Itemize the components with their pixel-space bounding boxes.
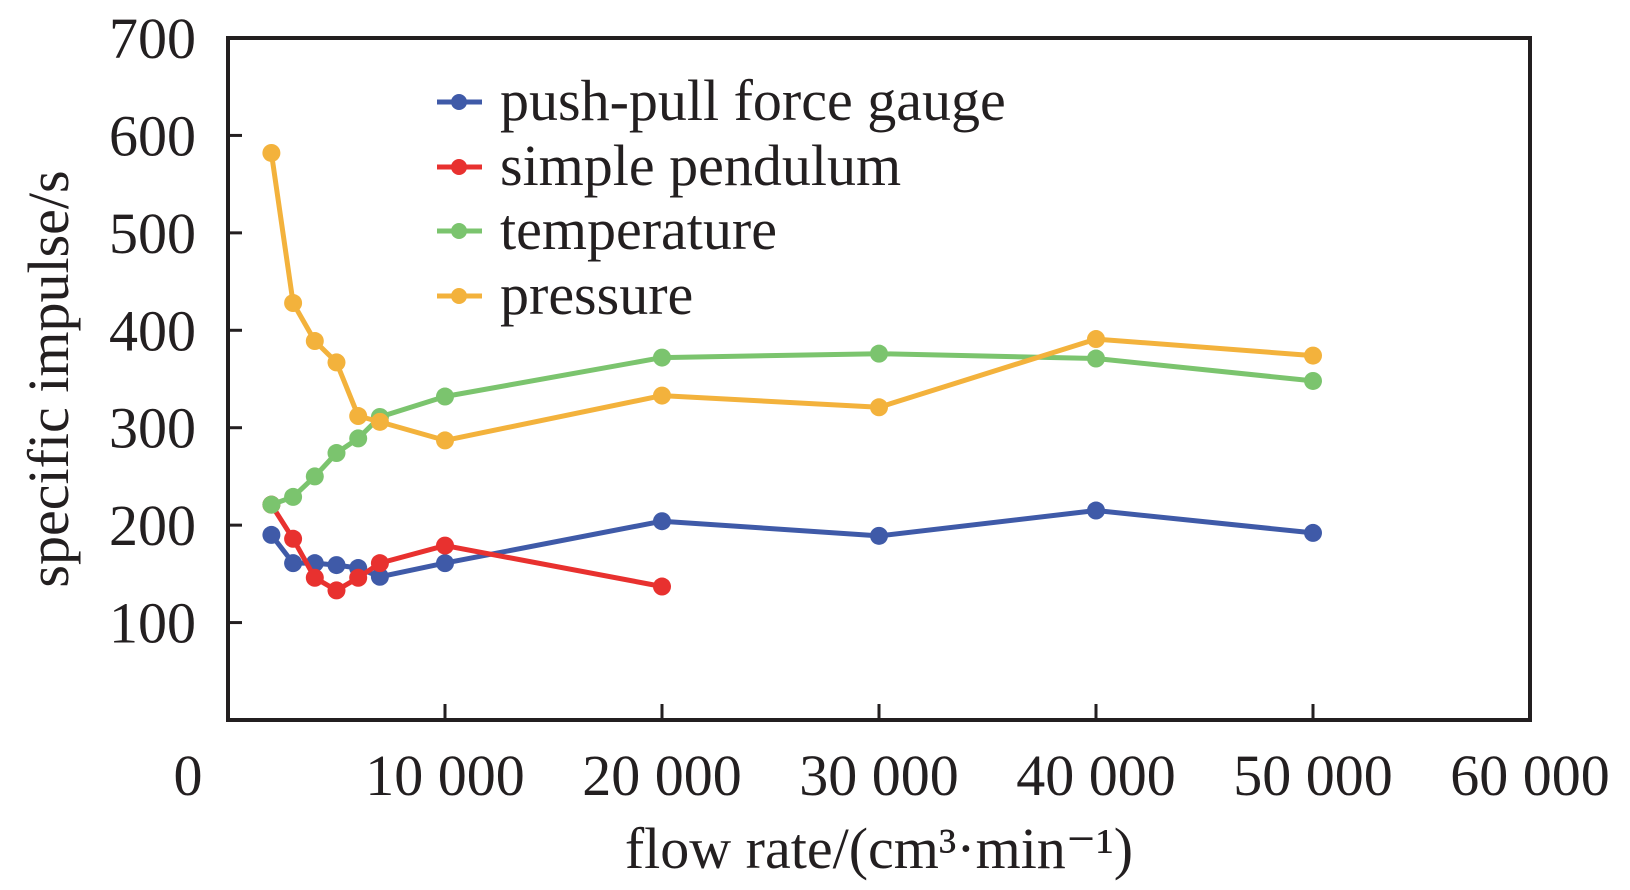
data-point [327,581,346,600]
data-point [870,398,888,417]
axis-ticks: 100 200 300 400 500 600 700 0 10 000 20 000 30 000… [109,6,1610,808]
data-point [370,554,389,573]
series-push-pull-force-gauge [262,501,1322,586]
x-tick-label: 50 000 [1233,743,1393,808]
data-point [327,353,346,372]
data-point [349,407,368,426]
data-point [284,554,303,573]
data-point [653,512,671,531]
data-point [653,577,671,596]
series-line [269,508,1314,580]
data-point [653,348,671,367]
data-point [1087,501,1105,520]
data-point [1087,349,1105,368]
legend-item: pressure [437,262,693,327]
y-tick-label: 600 [109,103,196,168]
legend-label: temperature [500,197,777,262]
data-point [870,344,888,363]
series-line [269,503,663,593]
legend-item: push-pull force gauge [437,68,1006,133]
series-temperature [262,344,1322,514]
series-layer [262,143,1322,600]
legend-marker [451,94,467,110]
x-tick-label: 30 000 [799,743,959,808]
data-point [284,529,303,548]
data-point [305,467,324,486]
y-axis-title: specific impulse/s [16,170,81,587]
data-point [436,536,454,555]
data-point [262,143,281,162]
data-point [262,495,281,514]
data-point [653,386,671,405]
legend-item: temperature [437,197,777,262]
data-point [1087,330,1105,349]
y-tick-label: 500 [109,201,196,266]
data-point [284,294,303,313]
legend-marker [451,159,467,175]
data-point [1304,523,1322,542]
x-tick-label: 40 000 [1016,743,1176,808]
x-axis-title: flow rate/(cm³·min⁻¹) [625,816,1133,881]
data-point [870,526,888,545]
data-point [1304,371,1322,390]
data-point [305,568,324,587]
data-point [436,554,454,573]
data-point [436,431,454,450]
legend-label: pressure [500,262,693,327]
data-point [349,568,368,587]
series-pressure [262,143,1322,450]
data-point [284,487,303,506]
legend-label: simple pendulum [500,133,901,198]
data-point [370,412,389,431]
data-point [327,444,346,463]
x-tick-label: 0 [174,743,203,808]
legend-label: push-pull force gauge [500,68,1006,133]
legend-marker [451,223,467,239]
y-tick-label: 300 [109,396,196,461]
data-point [305,332,324,351]
x-tick-label: 60 000 [1450,743,1610,808]
y-tick-label: 100 [109,591,196,656]
legend-item: simple pendulum [437,133,901,198]
data-point [327,556,346,575]
data-point [262,525,281,544]
y-tick-label: 700 [109,6,196,71]
series-simple-pendulum [262,495,671,600]
x-tick-label: 10 000 [365,743,525,808]
legend-marker [451,288,467,304]
data-point [370,567,389,586]
data-point [1304,346,1322,365]
x-tick-label: 20 000 [582,743,742,808]
y-tick-label: 400 [109,298,196,363]
series-line [270,351,1314,508]
data-point [436,387,454,406]
y-tick-label: 200 [109,493,196,558]
data-point [349,429,368,448]
